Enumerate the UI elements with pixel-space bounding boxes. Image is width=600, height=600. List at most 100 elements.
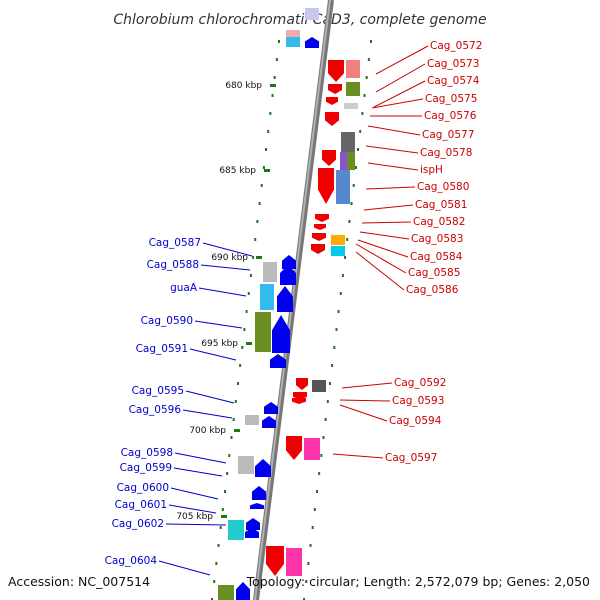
label-leader-line xyxy=(367,162,419,171)
gene-function-box xyxy=(228,520,244,540)
kbp-tick-label: 700 kbp xyxy=(189,426,226,436)
kbp-tick-mark xyxy=(221,515,227,518)
gene-label-forward: Cag_0594 xyxy=(389,415,442,427)
label-leader-line xyxy=(367,125,421,136)
kbp-tick-mark xyxy=(264,169,270,172)
gene-label-reverse: Cag_0590 xyxy=(141,315,193,327)
gene-label-reverse: Cag_0599 xyxy=(120,462,172,474)
label-leader-line xyxy=(173,467,223,477)
gene-arrow-reverse xyxy=(277,286,293,312)
label-leader-line xyxy=(185,390,235,404)
label-leader-line xyxy=(373,80,426,108)
gene-arrow-reverse xyxy=(280,265,296,285)
gene-function-box xyxy=(312,380,326,392)
gene-arrow-forward xyxy=(312,233,326,241)
accession-text: Accession: NC_007514 xyxy=(8,574,150,589)
label-leader-line xyxy=(182,409,233,419)
gene-label-forward: Cag_0578 xyxy=(420,147,472,159)
kbp-tick-label: 695 kbp xyxy=(201,339,238,349)
gene-arrow-forward xyxy=(286,436,302,460)
kbp-tick-mark xyxy=(270,84,276,87)
gene-function-box xyxy=(336,170,350,204)
gene-label-forward: Cag_0583 xyxy=(411,233,463,245)
label-leader-line xyxy=(198,287,247,297)
gene-label-forward: ispH xyxy=(420,164,443,176)
gene-function-box xyxy=(305,8,319,20)
label-leader-line xyxy=(371,98,424,109)
gene-arrow-forward xyxy=(326,97,338,105)
gene-features xyxy=(218,8,360,600)
kbp-tick-label: 685 kbp xyxy=(219,166,256,176)
gene-arrow-forward xyxy=(328,84,342,94)
kbp-tick-label: 690 kbp xyxy=(211,253,248,263)
label-leader-line xyxy=(355,243,407,274)
kbp-tick-mark xyxy=(246,342,252,345)
label-leader-line xyxy=(202,242,253,257)
gene-function-box xyxy=(263,262,277,282)
gene-arrow-forward xyxy=(328,60,344,82)
gene-label-forward: Cag_0572 xyxy=(430,40,482,52)
ring-dotted-ticks xyxy=(211,40,372,600)
label-leader-line xyxy=(168,504,217,514)
gene-arrow-reverse xyxy=(262,416,276,428)
gene-function-box xyxy=(255,312,271,352)
gene-function-box xyxy=(346,82,360,96)
gene-arrow-reverse xyxy=(264,402,278,414)
gene-label-reverse: Cag_0591 xyxy=(136,343,188,355)
gene-arrow-forward xyxy=(266,546,284,576)
gene-label-forward: Cag_0580 xyxy=(417,181,469,193)
gene-arrow-forward xyxy=(315,214,329,222)
label-leader-line xyxy=(363,204,414,211)
map-title: Chlorobium chlorochromatii CaD3, complet… xyxy=(113,12,486,28)
gene-function-box xyxy=(341,132,355,152)
kbp-scale: 680 kbp 685 kbp 690 kbp 695 kbp 700 kbp 705 k… xyxy=(176,81,276,522)
gene-arrow-reverse xyxy=(246,518,260,530)
gene-function-box xyxy=(286,37,300,47)
label-leader-line xyxy=(375,63,426,93)
gene-arrow-reverse xyxy=(305,37,319,48)
label-leader-line xyxy=(170,487,219,500)
label-leader-line xyxy=(361,221,412,224)
gene-label-reverse: Cag_0598 xyxy=(121,447,173,459)
gene-function-box xyxy=(344,103,358,109)
gene-arrow-forward xyxy=(322,150,336,166)
gene-function-box xyxy=(331,235,345,245)
gene-arrow-reverse xyxy=(252,486,266,500)
gene-function-box xyxy=(304,438,320,460)
label-leader-line xyxy=(359,231,410,240)
gene-arrow-reverse xyxy=(250,503,264,509)
label-leader-line xyxy=(355,251,405,291)
gene-function-box xyxy=(340,152,347,170)
label-leader-line xyxy=(158,560,211,576)
gene-label-forward: Cag_0575 xyxy=(425,93,477,105)
kbp-tick-label: 680 kbp xyxy=(225,81,262,91)
label-leader-line xyxy=(200,264,251,271)
gene-function-box xyxy=(260,284,274,310)
gene-label-forward: Cag_0593 xyxy=(392,395,444,407)
gene-arrow-forward xyxy=(292,398,306,404)
gene-label-reverse: Cag_0587 xyxy=(149,237,201,249)
label-leader-line xyxy=(365,186,416,190)
gene-arrow-forward xyxy=(314,224,326,230)
gene-label-forward: Cag_0576 xyxy=(424,110,477,122)
gene-function-box xyxy=(238,456,254,474)
label-leader-line xyxy=(339,404,388,422)
gene-label-reverse: guaA xyxy=(170,282,198,294)
gene-arrow-reverse xyxy=(270,354,286,368)
gene-label-forward: Cag_0577 xyxy=(422,129,474,141)
label-leader-line xyxy=(339,399,391,402)
gene-function-box xyxy=(331,246,345,256)
label-leader-line xyxy=(357,239,409,258)
gene-arrow-reverse xyxy=(272,315,290,353)
gene-label-reverse: Cag_0604 xyxy=(105,555,158,567)
gene-arrow-forward xyxy=(311,244,325,254)
label-leader-line xyxy=(189,348,237,361)
kbp-tick-mark xyxy=(234,429,240,432)
gene-label-forward: Cag_0584 xyxy=(410,251,463,263)
gene-label-reverse: Cag_0601 xyxy=(115,499,167,511)
gene-arrow-forward xyxy=(296,378,308,390)
gene-function-box xyxy=(347,152,355,170)
gene-arrow-reverse xyxy=(282,255,296,269)
